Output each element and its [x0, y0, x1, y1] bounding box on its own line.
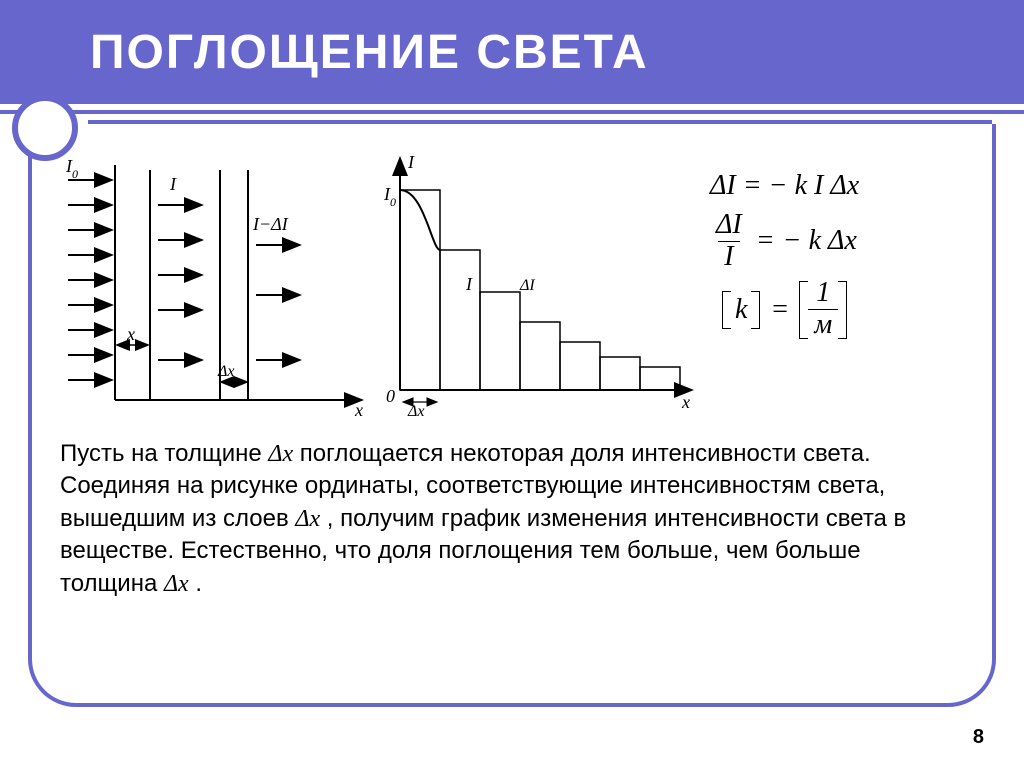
- mid-arrows: [158, 205, 200, 360]
- slide-title: ПОГЛОЩЕНИЕ СВЕТА: [90, 25, 649, 80]
- i-mid-label: I: [465, 274, 473, 294]
- i-minus-di-label: I−ΔI: [252, 214, 289, 234]
- x-axis-label: x: [354, 400, 363, 420]
- i0-axis-label: I0: [383, 184, 396, 209]
- x-axis-right-label: x: [681, 392, 690, 412]
- equations: ΔI = − k I Δx ΔI I = − k Δx k = 1 м: [710, 150, 859, 347]
- dx-span-label: Δx: [217, 363, 235, 380]
- content-area: x I0 I I−ΔI x Δx: [60, 150, 964, 600]
- page-number: 8: [973, 726, 984, 749]
- diagram-decay: I I0 0 x I ΔI Δx: [380, 150, 700, 420]
- di-label: ΔI: [519, 277, 535, 294]
- bars: [400, 190, 680, 390]
- equation-1: ΔI = − k I Δx: [710, 170, 859, 202]
- equation-2: ΔI I = − k Δx: [710, 210, 859, 273]
- right-arrows: [256, 245, 298, 360]
- decorative-circle: [12, 95, 78, 161]
- equation-3: k = 1 м: [710, 281, 859, 339]
- slide-header: ПОГЛОЩЕНИЕ СВЕТА: [0, 0, 1024, 110]
- i-axis-label: I: [407, 152, 415, 172]
- body-text: Пусть на толщине Δx поглощается некотора…: [60, 438, 964, 600]
- i-label: I: [169, 174, 177, 194]
- incoming-arrows: [68, 180, 110, 380]
- decay-curve: [400, 190, 440, 250]
- origin-label: 0: [386, 386, 395, 406]
- diagram-slab: x I0 I I−ΔI x Δx: [60, 150, 370, 420]
- dx-bar-label: Δx: [407, 403, 425, 420]
- i0-label: I0: [65, 156, 78, 181]
- x-span-label: x: [126, 324, 135, 344]
